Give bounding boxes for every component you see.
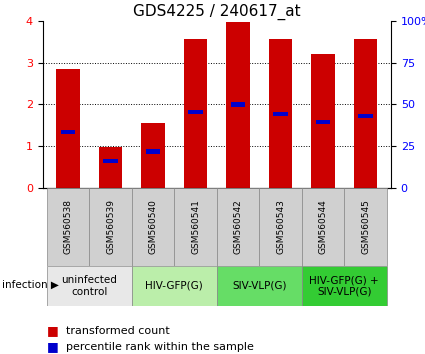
Bar [184, 39, 207, 188]
Text: GSM560544: GSM560544 [318, 199, 328, 254]
Bar [145, 149, 160, 154]
Text: percentile rank within the sample: percentile rank within the sample [66, 342, 254, 352]
Bar [217, 266, 302, 306]
Bar [132, 188, 174, 266]
Bar [56, 69, 79, 188]
Bar [99, 147, 122, 188]
Text: uninfected
control: uninfected control [61, 275, 117, 297]
Text: GSM560545: GSM560545 [361, 199, 370, 254]
Bar [358, 114, 373, 118]
Bar [311, 54, 335, 188]
Text: GSM560539: GSM560539 [106, 199, 115, 254]
Bar [230, 102, 245, 107]
Text: ■: ■ [47, 341, 59, 353]
Bar [217, 188, 259, 266]
Bar [315, 120, 331, 124]
Bar [141, 123, 164, 188]
Bar [174, 188, 217, 266]
Text: infection ▶: infection ▶ [2, 280, 59, 290]
Text: GSM560541: GSM560541 [191, 199, 200, 254]
Text: HIV-GFP(G) +
SIV-VLP(G): HIV-GFP(G) + SIV-VLP(G) [309, 275, 379, 297]
Bar [354, 39, 377, 188]
Bar [60, 130, 76, 135]
Bar [259, 188, 302, 266]
Text: HIV-GFP(G): HIV-GFP(G) [145, 281, 203, 291]
Bar [269, 39, 292, 188]
Bar [103, 159, 118, 163]
Text: transformed count: transformed count [66, 326, 170, 336]
Bar [273, 112, 288, 116]
Bar [344, 188, 387, 266]
Bar [89, 188, 132, 266]
Text: SIV-VLP(G): SIV-VLP(G) [232, 281, 286, 291]
Bar [302, 188, 344, 266]
Text: GSM560543: GSM560543 [276, 199, 285, 254]
Text: GSM560538: GSM560538 [63, 199, 73, 254]
Bar [302, 266, 387, 306]
Bar [47, 266, 132, 306]
Bar [226, 22, 249, 188]
Text: GSM560542: GSM560542 [233, 199, 243, 254]
Bar [132, 266, 217, 306]
Text: GSM560540: GSM560540 [148, 199, 158, 254]
Title: GDS4225 / 240617_at: GDS4225 / 240617_at [133, 4, 300, 20]
Text: ■: ■ [47, 325, 59, 337]
Bar [188, 110, 203, 114]
Bar [47, 188, 89, 266]
